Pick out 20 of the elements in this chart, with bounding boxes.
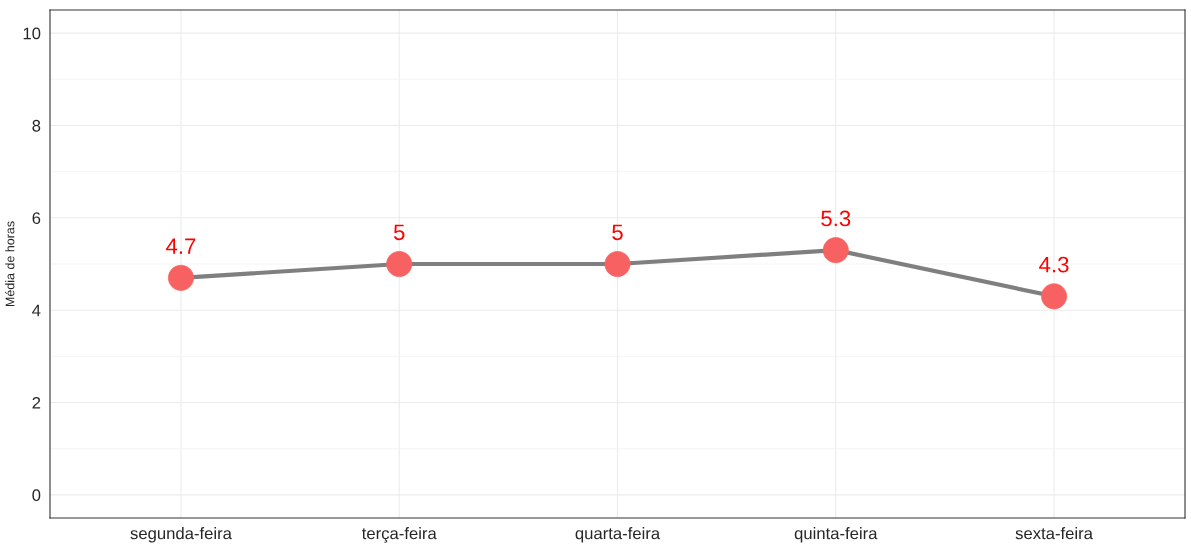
x-tick-label: quinta-feira [794,527,878,543]
x-tick-label: sexta-feira [1015,527,1093,540]
y-tick-label: 8 [32,119,41,132]
y-tick-label: 10 [23,27,41,40]
point [386,251,413,277]
data-label: 5 [612,224,623,241]
point [822,237,849,264]
y-axis-title: Média de horas [5,221,15,307]
x-tick-label: quarta-feira [575,527,661,543]
data-label: 4.7 [166,238,196,254]
x-tick-label: terça-feira [361,527,437,543]
point [604,251,631,277]
data-label: 5 [393,224,405,241]
data-label: 4.3 [1039,256,1069,273]
y-tick-label: 6 [32,212,41,225]
y-tick-label: 4 [32,304,41,317]
y-tick-label: 0 [32,489,41,502]
y-tick-label: 2 [32,396,41,409]
x-tick-label: segunda-feira [130,527,232,543]
data-label: 5.3 [821,210,851,227]
